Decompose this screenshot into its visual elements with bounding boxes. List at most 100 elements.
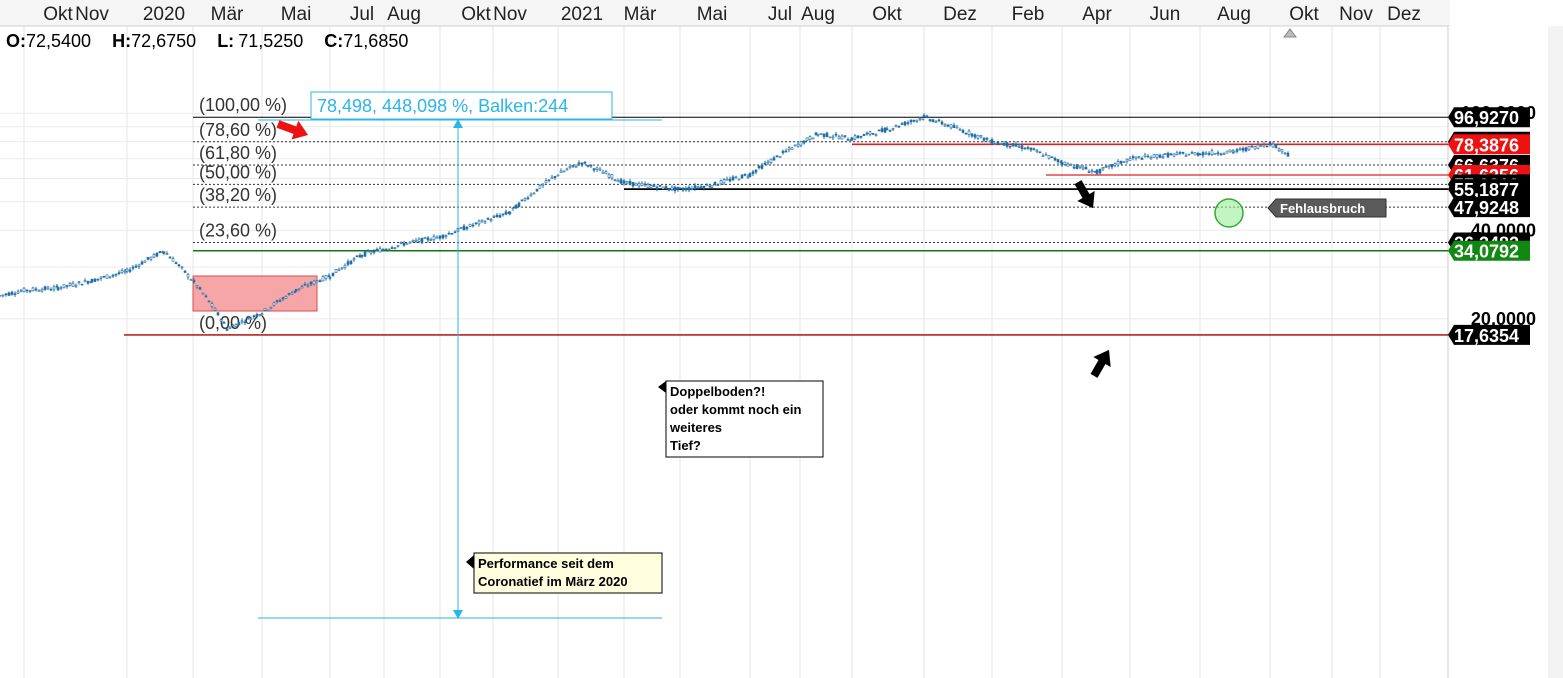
- candle-body: [477, 220, 481, 225]
- doppelboden-note: Doppelboden?! oder kommt noch ein weiter…: [658, 380, 824, 458]
- candle-body: [619, 179, 623, 184]
- candle-body: [149, 256, 153, 260]
- candle-body: [1098, 168, 1102, 174]
- candle-body: [1107, 164, 1111, 168]
- candle-body: [1014, 143, 1018, 147]
- candle-body: [1149, 157, 1153, 160]
- candle-body: [334, 269, 338, 273]
- candle-body: [693, 185, 697, 190]
- timeline-label: Mai: [281, 4, 312, 25]
- candle-body: [1265, 145, 1269, 148]
- fib-label: (38,20 %): [199, 185, 277, 205]
- timeline-label: Dez: [1387, 4, 1421, 25]
- candle-body: [1196, 152, 1200, 156]
- candle-body: [684, 187, 688, 191]
- candle-body: [568, 165, 572, 168]
- candle-body: [1146, 155, 1150, 158]
- candle-body: [1128, 158, 1132, 161]
- candle-body: [1002, 142, 1006, 146]
- candle-body: [853, 135, 857, 140]
- candle-body: [883, 127, 887, 133]
- candle-body: [483, 221, 487, 224]
- scroll-bar[interactable]: [1548, 26, 1563, 678]
- candle-body: [1140, 158, 1144, 160]
- candle-body: [426, 237, 430, 241]
- candle-body: [743, 174, 747, 176]
- candle-body: [131, 266, 135, 269]
- candle-body: [961, 130, 965, 133]
- candle-body: [894, 125, 898, 128]
- candle-body: [664, 186, 668, 190]
- candle-body: [553, 175, 557, 178]
- candle-body: [885, 128, 889, 131]
- candle-body: [468, 223, 472, 227]
- candle-body: [331, 272, 335, 277]
- candle-body: [411, 240, 415, 242]
- candle-body: [321, 276, 325, 282]
- candle-body: [757, 165, 761, 169]
- candle-body: [970, 133, 974, 137]
- candle-body: [793, 144, 797, 147]
- candle-body: [577, 162, 581, 165]
- candle-body: [444, 235, 448, 237]
- candle-body: [601, 171, 605, 174]
- candle-body: [1134, 156, 1138, 159]
- performance-note: Performance seit dem Coronatief im März …: [466, 552, 663, 594]
- candle-body: [369, 251, 373, 254]
- candle-body: [216, 312, 220, 316]
- candle-body: [912, 120, 916, 122]
- candle-body: [622, 180, 626, 184]
- low-value: 71,5250: [238, 31, 303, 51]
- candle-body: [324, 275, 328, 279]
- candle-body: [556, 174, 560, 177]
- candle-body: [772, 157, 776, 161]
- candle-body: [117, 272, 121, 274]
- candle-body: [640, 182, 644, 186]
- candle-body: [906, 122, 910, 124]
- candle-body: [731, 176, 735, 181]
- candle-body: [1238, 148, 1242, 151]
- candle-body: [1116, 161, 1120, 166]
- candle-body: [447, 232, 451, 235]
- candle-body: [1219, 153, 1223, 156]
- candle-body: [511, 207, 515, 210]
- scroll-marker-icon[interactable]: [1283, 28, 1297, 38]
- candle-body: [441, 234, 445, 239]
- support-lines: [124, 143, 1448, 336]
- candle-body: [384, 248, 388, 251]
- candle-body: [234, 324, 238, 327]
- timeline-label: Jul: [350, 4, 374, 25]
- red-arrow-icon: [276, 120, 309, 140]
- candle-body: [874, 134, 878, 136]
- candle-body: [766, 161, 770, 164]
- candle-body: [508, 212, 512, 214]
- candle-body: [713, 181, 717, 186]
- candle-body: [967, 130, 971, 135]
- candle-body: [580, 162, 584, 165]
- candle-body: [237, 322, 241, 326]
- candle-body: [355, 255, 359, 258]
- candle-body: [763, 162, 767, 165]
- candle-body: [1008, 145, 1012, 148]
- candle-body: [535, 188, 539, 192]
- candle-body: [140, 261, 144, 265]
- candle-body: [489, 219, 493, 221]
- candle-body: [637, 183, 641, 187]
- performance-measure: 78,498, 448,098 %, Balken:244: [258, 91, 662, 619]
- candle-body: [915, 119, 919, 122]
- candle-body: [1163, 153, 1167, 155]
- candle-body: [628, 181, 632, 185]
- candle-body: [1274, 144, 1278, 148]
- timeline-labels: Okt Nov 2020 Mär Mai Jul Aug Okt Nov 2021 Mär Mai Ju…: [43, 4, 1421, 25]
- fib-label: (23,60 %): [199, 221, 277, 241]
- candle-body: [769, 158, 773, 163]
- candle-body: [125, 268, 129, 272]
- candle-body: [228, 326, 232, 329]
- candle-body: [13, 293, 17, 296]
- candle-body: [705, 184, 709, 187]
- fehlausbruch-label: Fehlausbruch: [1280, 201, 1365, 216]
- candle-body: [925, 115, 929, 118]
- candle-body: [850, 137, 854, 141]
- candle-body: [222, 322, 226, 324]
